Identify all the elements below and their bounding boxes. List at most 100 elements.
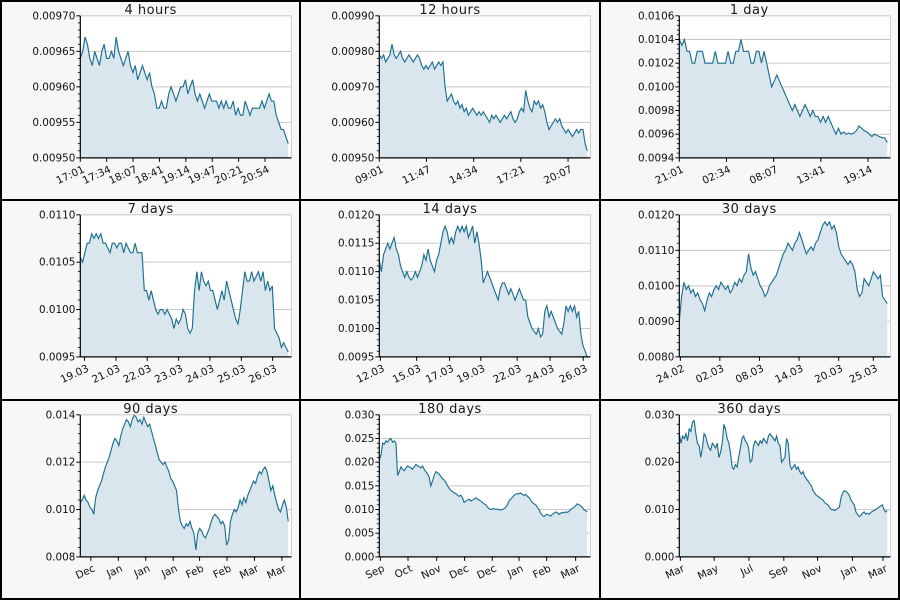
x-tick-label: 19:14: [842, 163, 875, 187]
chart-title: 90 days: [123, 401, 179, 417]
x-tick-label: Dec: [448, 562, 472, 581]
price-area: [379, 226, 588, 358]
y-tick-label: 0.00950: [32, 152, 75, 164]
x-tick-label: 25.03: [216, 363, 248, 386]
chart-panel-180-days: 180 days 0.000 0.005 0.010 0.015 0.020 0.025 0…: [301, 400, 599, 598]
price-line: [379, 44, 589, 151]
y-tick-label: 0.00970: [32, 10, 75, 22]
x-tick-label: 21:01: [653, 164, 685, 187]
x-tick-label: Jan: [159, 562, 180, 580]
price-chart-svg: 0.0080 0.0090 0.0100 0.0110 0.0120 24.02 02.03…: [638, 210, 891, 386]
chart-title: 14 days: [422, 202, 478, 218]
y-tick-label: 0.0094: [638, 152, 675, 164]
y-tick-label: 0.010: [46, 504, 76, 516]
x-tick-label: Sep: [364, 562, 387, 581]
x-tick-label: 17.03: [424, 363, 456, 386]
chart-title: 1 day: [729, 3, 769, 18]
price-line: [79, 232, 289, 353]
x-tick-label: Jan: [131, 562, 152, 580]
x-tick-label: Jan: [104, 562, 125, 580]
chart-panel-90-days: 90 days 0.008 0.010 0.012 0.014 Dec Jan Jan Jan…: [2, 400, 300, 598]
x-tick-label: Jan: [505, 562, 526, 580]
y-tick-label: 0.014: [46, 409, 76, 421]
y-tick-label: 0.0120: [638, 210, 674, 222]
y-tick-label: 0.0115: [338, 238, 374, 250]
y-tick-label: 0.0098: [638, 105, 674, 117]
y-tick-label: 0.00960: [332, 117, 375, 129]
x-tick-label: Mar: [265, 562, 289, 581]
x-tick-label: 02:34: [700, 163, 733, 187]
price-chart-svg: 0.000 0.010 0.020 0.030 Mar May Jul Sep Nov Jan Ma…: [644, 409, 891, 582]
x-tick-label: Jul: [737, 562, 754, 579]
y-tick-label: 0.00980: [332, 46, 375, 58]
x-tick-label: 08.03: [733, 363, 765, 386]
x-tick-label: 23.03: [153, 363, 185, 386]
y-tick-label: 0.0102: [638, 58, 674, 70]
chart-title: 180 days: [418, 401, 482, 417]
x-tick-label: May: [695, 562, 720, 582]
y-tick-label: 0.010: [345, 504, 375, 516]
y-tick-label: 0.0106: [638, 10, 674, 22]
y-tick-label: 0.00965: [32, 46, 75, 58]
y-tick-label: 0.00960: [32, 81, 75, 93]
chart-panel-360-days: 360 days 0.000 0.010 0.020 0.030 Mar May Jul Se…: [600, 400, 898, 598]
x-tick-label: 14.03: [773, 363, 805, 386]
y-tick-label: 0.0090: [638, 316, 674, 328]
chart-title: 30 days: [721, 202, 777, 218]
x-tick-label: Oct: [393, 562, 414, 580]
y-tick-label: 0.0110: [638, 245, 674, 257]
price-line: [379, 437, 588, 518]
x-tick-label: 26.03: [558, 363, 590, 386]
x-tick-label: 11:47: [401, 164, 433, 187]
y-tick-label: 0.020: [345, 456, 375, 468]
x-tick-label: 24.03: [525, 363, 557, 386]
y-tick-label: 0.010: [644, 504, 674, 516]
y-tick-label: 0.0120: [338, 210, 374, 222]
y-tick-label: 0.030: [345, 409, 375, 421]
y-tick-label: 0.0100: [638, 281, 674, 293]
x-tick-label: Mar: [663, 562, 687, 581]
y-tick-label: 0.0104: [638, 34, 675, 46]
chart-title: 12 hours: [419, 3, 481, 18]
x-tick-label: 09:01: [354, 164, 386, 187]
x-tick-label: 19.03: [455, 363, 487, 386]
y-tick-label: 0.0105: [338, 295, 374, 307]
chart-panel-7-days: 7 days 0.0095 0.0100 0.0105 0.0110 19.03 21.0…: [2, 201, 300, 399]
price-line: [678, 220, 888, 322]
price-line: [379, 224, 589, 358]
x-tick-label: Feb: [531, 562, 553, 581]
x-tick-label: 22.03: [492, 363, 524, 386]
x-tick-label: Jan: [838, 562, 859, 580]
x-tick-label: 17:21: [495, 164, 527, 187]
chart-title: 7 days: [127, 202, 174, 218]
y-tick-label: 0.000: [345, 551, 375, 563]
x-tick-label: Sep: [767, 562, 790, 581]
x-tick-label: Mar: [559, 562, 583, 581]
x-tick-label: 19.03: [59, 363, 91, 386]
y-tick-label: 0.00970: [332, 81, 375, 93]
price-area: [678, 420, 887, 557]
y-tick-label: 0.0080: [638, 352, 674, 364]
price-chart-svg: 0.0095 0.0100 0.0105 0.0110 0.0115 0.0120 12.0…: [338, 210, 592, 386]
x-tick-label: 20:07: [542, 164, 574, 187]
price-area: [80, 37, 289, 158]
y-tick-label: 0.030: [644, 409, 674, 421]
price-area: [80, 414, 289, 557]
x-tick-label: 02.03: [694, 363, 726, 386]
price-area: [80, 234, 289, 358]
price-line: [678, 37, 888, 143]
x-tick-label: 24.03: [184, 363, 216, 386]
x-tick-label: 24.02: [654, 363, 686, 386]
chart-panel-4-hours: 4 hours 0.00950 0.00955 0.00960 0.00965 0.00…: [2, 2, 300, 200]
x-tick-label: Nov: [800, 562, 823, 581]
y-tick-label: 0.0100: [338, 323, 374, 335]
y-tick-label: 0.0095: [39, 352, 75, 364]
x-tick-label: 26.03: [247, 363, 279, 386]
y-tick-label: 0.015: [345, 480, 375, 492]
y-tick-label: 0.0110: [338, 266, 374, 278]
x-tick-label: Dec: [475, 562, 499, 581]
x-tick-label: Mar: [238, 562, 262, 581]
